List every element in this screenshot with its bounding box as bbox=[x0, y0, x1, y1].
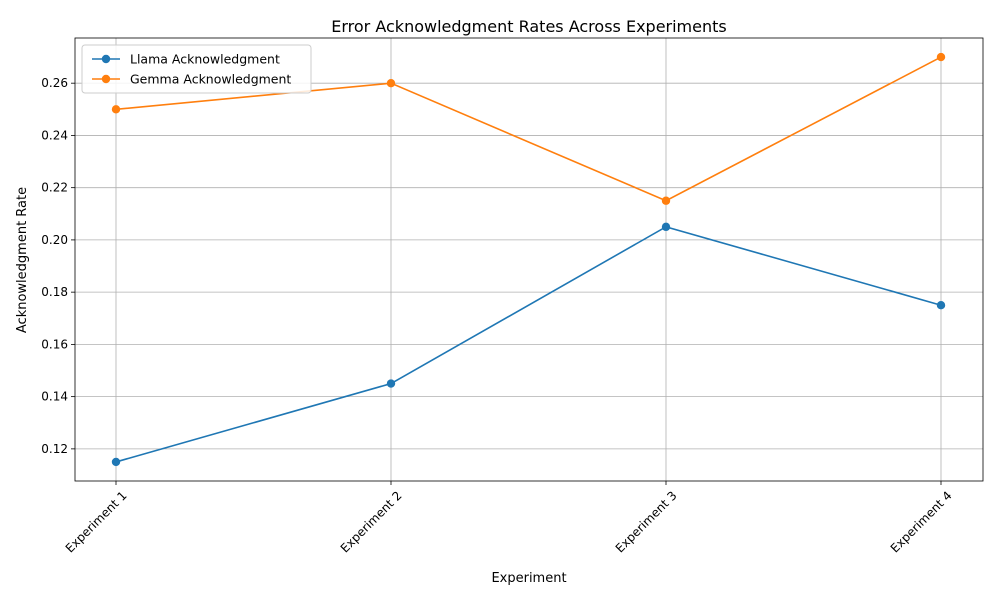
plot-frame bbox=[74, 37, 984, 482]
data-point bbox=[661, 196, 671, 205]
data-point bbox=[936, 301, 946, 310]
legend-label: Gemma Acknowledgment bbox=[130, 72, 291, 87]
y-tick-label: 0.22 bbox=[41, 181, 68, 195]
legend: Llama Acknowledgment Gemma Acknowledgment bbox=[81, 44, 312, 94]
legend-label: Llama Acknowledgment bbox=[130, 52, 280, 67]
y-tick-label: 0.20 bbox=[41, 233, 68, 247]
legend-marker bbox=[101, 74, 111, 84]
data-point bbox=[111, 105, 121, 114]
data-point bbox=[661, 222, 671, 232]
series-layer bbox=[111, 52, 946, 467]
y-tick-label: 0.26 bbox=[41, 76, 68, 90]
data-point bbox=[386, 78, 396, 88]
x-axis-label: Experiment bbox=[491, 571, 566, 586]
y-axis-label: Acknowledgment Rate bbox=[15, 187, 30, 333]
legend-box bbox=[81, 44, 312, 94]
series-line bbox=[115, 225, 942, 463]
grid bbox=[75, 38, 983, 481]
y-tick-label: 0.18 bbox=[41, 285, 68, 299]
data-point bbox=[936, 52, 946, 62]
y-tick-label: 0.24 bbox=[41, 128, 68, 142]
y-tick-label: 0.16 bbox=[41, 337, 68, 351]
series-line bbox=[115, 56, 942, 202]
y-tick-label: 0.12 bbox=[41, 442, 68, 456]
data-point bbox=[386, 379, 396, 388]
legend-marker bbox=[101, 54, 111, 64]
y-tick-label: 0.14 bbox=[41, 390, 68, 404]
chart-title: Error Acknowledgment Rates Across Experi… bbox=[331, 17, 726, 36]
data-point bbox=[111, 457, 121, 467]
